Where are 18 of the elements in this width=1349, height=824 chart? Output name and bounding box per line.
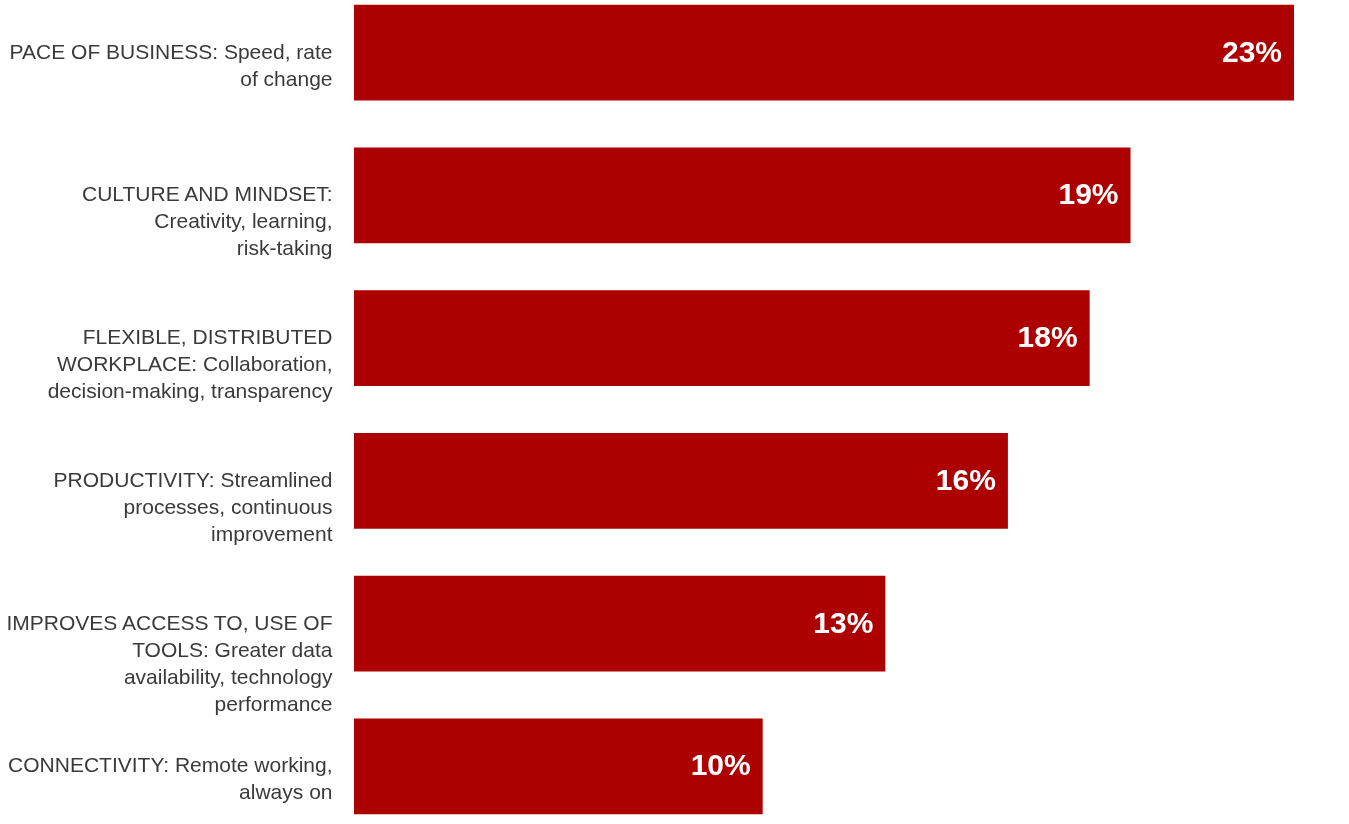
y-tick-label: FLEXIBLE, DISTRIBUTED WORKPLACE: Collaboration, decision-making, transparency xyxy=(47,325,333,403)
bar xyxy=(354,147,1131,244)
bar xyxy=(354,290,1090,386)
data-label: 13% xyxy=(813,605,874,639)
data-label: 10% xyxy=(690,748,751,782)
y-tick-label: PRODUCTIVITY: Streamlined processes, continuous improvement xyxy=(53,467,333,545)
bar xyxy=(354,4,1294,101)
data-label: 18% xyxy=(1017,320,1078,354)
bar xyxy=(354,718,763,815)
data-label: 16% xyxy=(935,462,996,496)
data-label: 23% xyxy=(1221,34,1282,68)
y-tick-label: CULTURE AND MINDSET: Creativity, learning, risk-taking xyxy=(82,182,333,260)
y-tick-label: IMPROVES ACCESS TO, USE OF TOOLS: Greater data availability, technology performance xyxy=(6,610,333,715)
bar xyxy=(354,433,1008,529)
bar xyxy=(354,575,886,672)
data-label: 19% xyxy=(1058,177,1119,211)
y-tick-label: CONNECTIVITY: Remote working, always on xyxy=(8,753,333,804)
y-tick-label: PACE OF BUSINESS: Speed, rate of change xyxy=(9,39,333,90)
